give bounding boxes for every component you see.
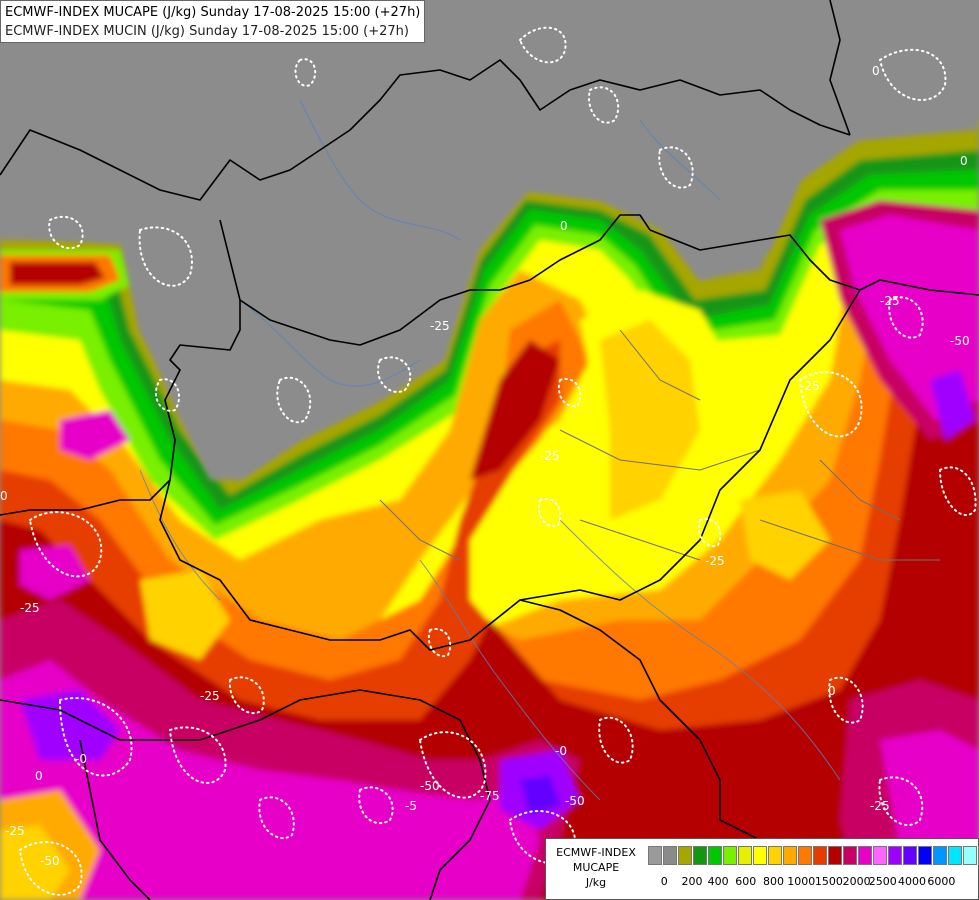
legend-tick-label: 200 <box>681 875 703 888</box>
cin-label: 0 <box>960 154 968 168</box>
cin-label: -25 <box>430 319 450 333</box>
cin-label: -25 <box>20 601 40 615</box>
legend-swatch <box>843 846 857 865</box>
legend-swatch <box>858 846 872 865</box>
legend-swatch <box>708 846 722 865</box>
cin-label: -25 <box>540 449 560 463</box>
legend-swatch <box>813 846 827 865</box>
cin-label: -25 <box>200 689 220 703</box>
cin-label: -0 <box>75 752 87 766</box>
mucape-field <box>0 120 979 900</box>
color-legend: ECMWF-INDEX MUCAPE J/kg 0 200 400 600 800 100… <box>545 838 979 900</box>
legend-tick-label: 6000 <box>927 875 956 888</box>
legend-swatch <box>723 846 737 865</box>
cin-label: 0 <box>0 489 8 503</box>
cin-label: -50 <box>420 779 440 793</box>
mucin-labels: -25 -25 -25 -25 -25 -25 -25 -25 -25 -50 … <box>0 64 970 868</box>
cin-label: -5 <box>405 799 417 813</box>
legend-swatch <box>648 846 662 865</box>
legend-tick-label: 2500 <box>868 875 897 888</box>
no-cape-area <box>0 0 979 480</box>
mucin-contours <box>18 26 977 896</box>
legend-tick-label: 1500 <box>814 875 843 888</box>
legend-swatch <box>738 846 752 865</box>
cin-label: -50 <box>565 794 585 808</box>
cin-label: -75 <box>480 789 500 803</box>
legend-swatch <box>693 846 707 865</box>
legend-tick-label: 1000 <box>787 875 816 888</box>
map-title: ECMWF-INDEX MUCAPE (J/kg) Sunday 17-08-2… <box>0 0 426 43</box>
legend-swatch <box>753 846 767 865</box>
legend-swatch <box>888 846 902 865</box>
cin-label: -50 <box>40 854 60 868</box>
cin-label: -25 <box>800 379 820 393</box>
legend-swatch <box>663 846 677 865</box>
cin-label: 0 <box>872 64 880 78</box>
legend-label-unit: J/kg <box>585 876 607 889</box>
river-lines <box>139 99 841 801</box>
cin-label: 0 <box>828 684 836 698</box>
cin-label: 0 <box>560 219 568 233</box>
cin-label: -25 <box>870 799 890 813</box>
cin-label: -0 <box>555 744 567 758</box>
cin-label: 0 <box>35 769 43 783</box>
legend-swatch <box>873 846 887 865</box>
cin-label: -50 <box>950 334 970 348</box>
legend-tick-label: 400 <box>707 875 729 888</box>
legend-tick-label: 0 <box>660 875 668 888</box>
legend-ticks: 0 200 400 600 800 1000 1500 2000 2500 4000 6000 <box>648 875 974 889</box>
legend-tick-label: 4000 <box>898 875 927 888</box>
legend-label-model: ECMWF-INDEX <box>556 846 636 859</box>
cin-label: -25 <box>5 824 25 838</box>
legend-swatch <box>918 846 932 865</box>
legend-label: ECMWF-INDEX MUCAPE J/kg <box>548 845 644 890</box>
legend-swatch <box>783 846 797 865</box>
legend-swatches <box>648 846 979 865</box>
legend-swatch <box>903 846 917 865</box>
legend-swatch <box>768 846 782 865</box>
legend-tick-label: 600 <box>735 875 757 888</box>
legend-label-field: MUCAPE <box>572 861 620 874</box>
title-mucape: ECMWF-INDEX MUCAPE (J/kg) Sunday 17-08-2… <box>5 5 421 20</box>
title-mucin: ECMWF-INDEX MUCIN (J/kg) Sunday 17-08-20… <box>5 24 409 39</box>
legend-swatch <box>798 846 812 865</box>
legend-swatch <box>948 846 962 865</box>
cin-label: -25 <box>705 554 725 568</box>
region-boundaries <box>379 329 940 561</box>
legend-swatch <box>963 846 977 865</box>
cin-label: -25 <box>880 294 900 308</box>
legend-tick-label: 2000 <box>842 875 871 888</box>
legend-tick-label: 800 <box>763 875 784 888</box>
legend-swatch <box>933 846 947 865</box>
legend-swatch <box>678 846 692 865</box>
legend-swatch <box>828 846 842 865</box>
